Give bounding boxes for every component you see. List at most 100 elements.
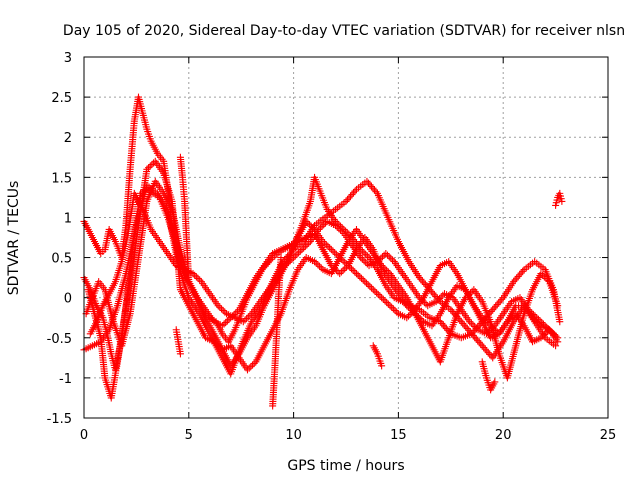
data-point-interp [486, 350, 494, 358]
data-point-interp [368, 284, 376, 292]
data-point-interp [285, 258, 293, 266]
data-point-interp [339, 266, 347, 274]
data-point [218, 322, 226, 330]
ytick-label: 3 [64, 51, 72, 66]
data-point-interp [347, 265, 355, 273]
plot-frame [83, 56, 609, 419]
data-point [556, 318, 564, 326]
data-point-interp [360, 257, 368, 265]
data-point-interp [514, 272, 522, 280]
data-point [457, 318, 465, 326]
data-point-interp [303, 241, 311, 249]
data-point-interp [316, 224, 324, 232]
data-point-interp [359, 276, 367, 284]
data-point-interp [517, 269, 525, 277]
data-point-interp [338, 228, 346, 236]
data-point-interp [498, 295, 506, 303]
data-point-interp [495, 299, 503, 307]
data-point-interp [379, 295, 387, 303]
ytick-label: 1.5 [51, 171, 72, 186]
data-point-interp [349, 266, 357, 274]
x-axis-ticks: 0 5 10 15 20 25 [80, 57, 616, 443]
data-point [537, 270, 545, 278]
data-point-interp [250, 359, 258, 367]
data-point-interp [217, 305, 225, 313]
data-point-interp [482, 317, 490, 325]
data-point-interp [381, 297, 389, 305]
data-point [290, 254, 298, 262]
data-point-interp [351, 187, 359, 195]
data-point-interp [348, 191, 356, 199]
data-point-interp [465, 326, 473, 334]
data-point-interp [362, 250, 370, 258]
data-point-interp [306, 221, 314, 229]
data-point-interp [439, 291, 447, 299]
data-point-interp [483, 319, 491, 327]
chart-title: Day 105 of 2020, Sidereal Day-to-day VTE… [63, 23, 625, 39]
data-point-interp [358, 274, 366, 282]
data-point-interp [466, 328, 474, 336]
data-point-interp [367, 183, 375, 191]
data-point-interp [416, 315, 424, 323]
data-point-interp [421, 280, 429, 288]
data-point-interp [358, 255, 366, 263]
data-point-interp [358, 247, 366, 255]
data-point-interp [247, 363, 255, 371]
data-point-interp [364, 179, 372, 187]
data-point-interp [489, 323, 497, 331]
data-point-interp [424, 284, 432, 292]
data-point-interp [383, 298, 391, 306]
data-point-interp [360, 249, 368, 257]
data-point-interp [318, 222, 326, 230]
data-points [80, 93, 566, 410]
data-point-interp [474, 337, 482, 345]
data-point-interp [354, 271, 362, 279]
ytick-label: -0.5 [47, 332, 72, 347]
data-point-interp [548, 328, 556, 336]
data-point-interp [374, 290, 382, 298]
xtick-label: 25 [600, 428, 617, 443]
data-point [185, 278, 193, 286]
data-point-interp [296, 247, 304, 255]
data-point-interp [519, 267, 527, 275]
data-point-interp [329, 247, 337, 255]
data-point-interp [420, 279, 428, 287]
data-point-interp [536, 317, 544, 325]
data-point-interp [220, 320, 228, 328]
data-point [369, 286, 377, 294]
data-point-interp [434, 296, 442, 304]
series-track-g [176, 153, 193, 286]
data-point-interp [418, 316, 426, 324]
data-point [468, 330, 476, 338]
data-point-interp [480, 315, 488, 323]
series-track-h [269, 254, 285, 410]
data-point-interp [369, 184, 377, 192]
data-point [302, 217, 310, 225]
data-point-interp [304, 219, 312, 227]
xtick-label: 5 [185, 428, 193, 443]
data-point-interp [511, 276, 519, 284]
data-point-interp [393, 308, 401, 316]
data-point [378, 362, 386, 370]
data-point [189, 270, 197, 278]
data-point-interp [417, 275, 425, 283]
ytick-label: 1 [64, 211, 72, 226]
ytick-label: -1.5 [47, 412, 72, 427]
data-point-interp [492, 302, 500, 310]
data-point [143, 165, 151, 173]
data-point [336, 270, 344, 278]
data-point-interp [356, 273, 364, 281]
data-point-interp [408, 307, 416, 315]
data-point-interp [322, 241, 330, 249]
data-point-interp [544, 276, 552, 284]
data-point [558, 197, 566, 205]
data-point-interp [241, 316, 249, 324]
data-point-interp [540, 273, 548, 281]
data-point-interp [222, 319, 230, 327]
data-point [277, 254, 285, 262]
data-point [352, 270, 360, 278]
data-point-interp [331, 249, 339, 257]
data-point [243, 366, 251, 374]
data-point-interp [387, 254, 395, 262]
data-point-interp [283, 260, 291, 268]
